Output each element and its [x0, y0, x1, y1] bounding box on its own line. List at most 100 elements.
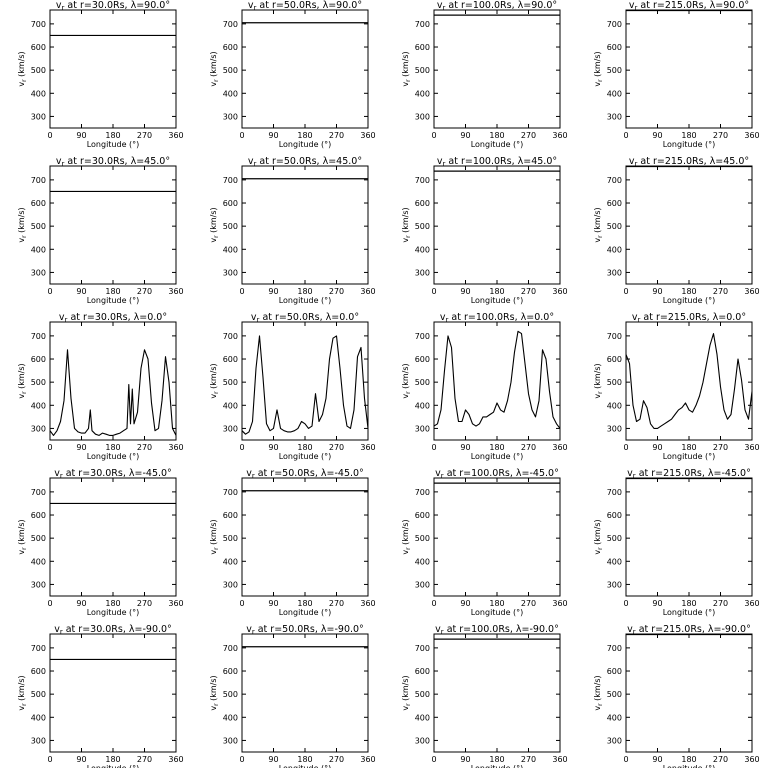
y-tick-label: 500 — [223, 222, 238, 231]
x-tick-label: 360 — [552, 599, 567, 608]
y-tick-label: 500 — [31, 378, 46, 387]
x-tick-label: 180 — [489, 599, 504, 608]
plot-frame — [625, 165, 753, 285]
panel-4-1: vr at r=30.0Rs, λ=-45.0° 0 90 180 270 360 300 4… — [17, 468, 184, 617]
x-axis-label: Longitude (°) — [471, 296, 524, 305]
y-tick-label: 500 — [415, 378, 430, 387]
y-tick-label: 300 — [415, 268, 430, 277]
x-tick-label: 0 — [623, 287, 628, 296]
x-tick-label: 360 — [744, 131, 759, 140]
y-tick-label: 400 — [607, 401, 622, 410]
y-tick-label: 500 — [607, 690, 622, 699]
panel-title: vr at r=30.0Rs, λ=45.0° — [56, 156, 170, 168]
y-axis-label: vr (km/s) — [593, 363, 604, 398]
y-tick-label: 300 — [607, 580, 622, 589]
y-tick-label: 600 — [607, 355, 622, 364]
x-tick-label: 270 — [137, 755, 152, 764]
x-tick-label: 90 — [76, 131, 86, 140]
y-tick-label: 400 — [31, 557, 46, 566]
y-tick-label: 400 — [607, 89, 622, 98]
plot-frame — [433, 321, 561, 441]
panel-3-4: vr at r=215.0Rs, λ=0.0° 0 90 180 270 360 300 40… — [593, 312, 760, 461]
x-tick-label: 180 — [681, 131, 696, 140]
y-tick-label: 700 — [415, 20, 430, 29]
y-tick-label: 500 — [31, 222, 46, 231]
x-tick-label: 90 — [652, 287, 662, 296]
y-tick-label: 500 — [31, 534, 46, 543]
plot-frame — [433, 165, 561, 285]
y-tick-label: 500 — [31, 66, 46, 75]
x-axis-label: Longitude (°) — [279, 296, 332, 305]
plot-frame — [241, 165, 369, 285]
plot-frame — [49, 9, 177, 129]
y-tick-label: 600 — [415, 43, 430, 52]
y-tick-label: 300 — [223, 736, 238, 745]
panel-title: vr at r=215.0Rs, λ=-45.0° — [627, 468, 751, 480]
panel-4-4: vr at r=215.0Rs, λ=-45.0° 0 90 180 270 360 300… — [593, 468, 760, 617]
x-axis-label: Longitude (°) — [279, 140, 332, 149]
x-tick-label: 90 — [76, 443, 86, 452]
plot-frame — [625, 633, 753, 753]
x-tick-label: 270 — [521, 755, 536, 764]
y-tick-label: 300 — [607, 268, 622, 277]
y-tick-label: 500 — [607, 378, 622, 387]
x-tick-label: 90 — [268, 599, 278, 608]
x-tick-label: 270 — [521, 599, 536, 608]
panel-title: vr at r=30.0Rs, λ=-90.0° — [54, 624, 172, 636]
y-tick-label: 400 — [223, 557, 238, 566]
x-tick-label: 270 — [521, 131, 536, 140]
y-tick-label: 400 — [415, 245, 430, 254]
x-tick-label: 180 — [297, 599, 312, 608]
y-tick-label: 700 — [223, 176, 238, 185]
plot-frame — [625, 477, 753, 597]
x-tick-label: 270 — [329, 599, 344, 608]
y-tick-label: 700 — [607, 644, 622, 653]
y-tick-label: 700 — [223, 488, 238, 497]
y-tick-label: 500 — [31, 690, 46, 699]
y-tick-label: 400 — [415, 89, 430, 98]
y-tick-label: 600 — [31, 511, 46, 520]
x-axis-label: Longitude (°) — [87, 296, 140, 305]
x-tick-label: 90 — [652, 131, 662, 140]
panel-title: vr at r=100.0Rs, λ=-45.0° — [435, 468, 559, 480]
y-axis-label: vr (km/s) — [17, 519, 28, 554]
y-tick-label: 700 — [607, 332, 622, 341]
x-tick-label: 90 — [76, 599, 86, 608]
y-tick-label: 500 — [415, 222, 430, 231]
panel-title: vr at r=215.0Rs, λ=45.0° — [629, 156, 749, 168]
y-tick-label: 700 — [607, 488, 622, 497]
x-tick-label: 180 — [681, 755, 696, 764]
y-tick-label: 600 — [31, 43, 46, 52]
y-axis-label: vr (km/s) — [17, 363, 28, 398]
panel-2-4: vr at r=215.0Rs, λ=45.0° 0 90 180 270 360 300 4… — [593, 156, 760, 305]
x-tick-label: 360 — [168, 287, 183, 296]
x-axis-label: Longitude (°) — [279, 608, 332, 617]
x-tick-label: 90 — [268, 131, 278, 140]
x-tick-label: 0 — [239, 755, 244, 764]
x-tick-label: 180 — [105, 599, 120, 608]
x-tick-label: 180 — [297, 755, 312, 764]
panel-5-4: vr at r=215.0Rs, λ=-90.0° 0 90 180 270 360 300… — [593, 624, 760, 768]
x-axis-label: Longitude (°) — [87, 608, 140, 617]
x-tick-label: 90 — [460, 755, 470, 764]
y-axis-label: vr (km/s) — [593, 51, 604, 86]
y-axis-label: vr (km/s) — [593, 207, 604, 242]
series-line — [49, 349, 177, 436]
y-tick-label: 600 — [223, 667, 238, 676]
y-tick-label: 400 — [607, 713, 622, 722]
x-tick-label: 360 — [552, 287, 567, 296]
x-tick-label: 90 — [460, 599, 470, 608]
y-tick-label: 400 — [31, 245, 46, 254]
y-axis-label: vr (km/s) — [401, 363, 412, 398]
y-tick-label: 400 — [223, 401, 238, 410]
x-tick-label: 360 — [360, 599, 375, 608]
y-tick-label: 400 — [415, 557, 430, 566]
y-tick-label: 600 — [223, 355, 238, 364]
plot-frame — [49, 165, 177, 285]
y-axis-label: vr (km/s) — [209, 519, 220, 554]
x-tick-label: 90 — [460, 443, 470, 452]
y-tick-label: 600 — [31, 355, 46, 364]
y-tick-label: 400 — [31, 713, 46, 722]
panel-title: vr at r=100.0Rs, λ=90.0° — [437, 0, 557, 12]
x-tick-label: 360 — [744, 287, 759, 296]
